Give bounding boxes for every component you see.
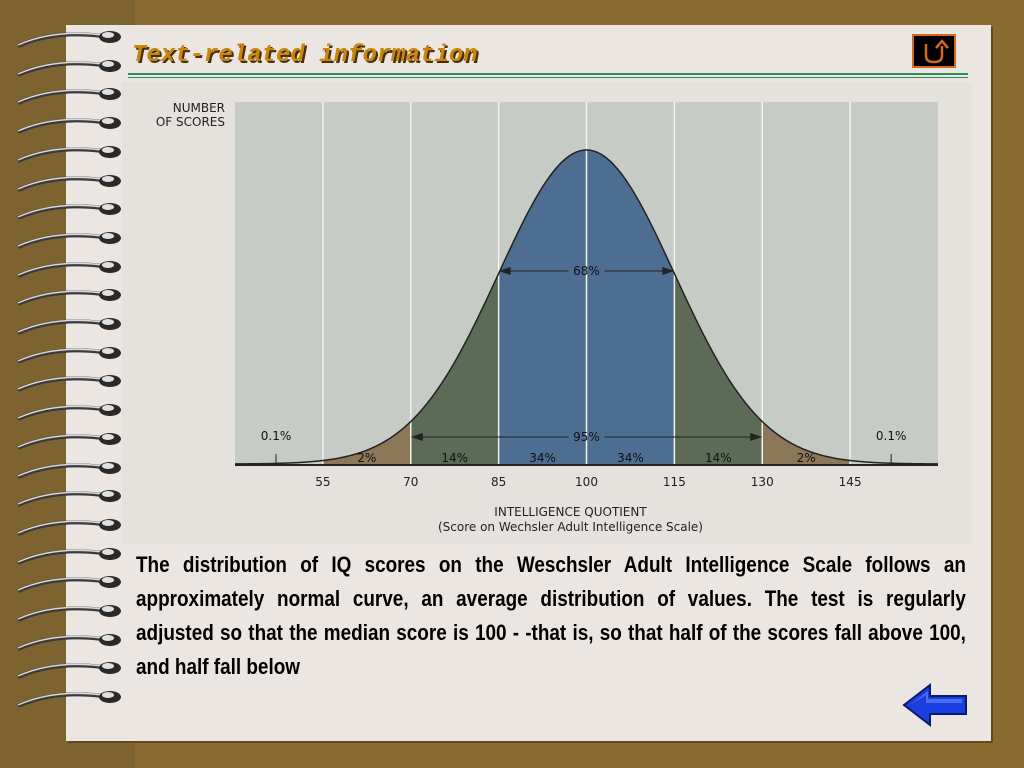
x-tick-label: 55 [315,475,330,489]
page-title: Text-related information [132,42,478,69]
spiral-ring [14,631,134,655]
x-tick-label: 115 [663,475,686,489]
tail-label: 0.1% [876,429,907,443]
bracket-label: 95% [573,430,600,444]
x-tick-label: 100 [575,475,598,489]
title-rule [128,73,968,75]
x-axis-title: INTELLIGENCE QUOTIENT [494,505,647,519]
segment-label: 2% [797,451,816,465]
spiral-ring [14,573,134,597]
y-axis-title: OF SCORES [156,115,225,129]
segment-label: 14% [441,451,468,465]
spiral-ring [14,315,134,339]
bracket-arrow [498,267,511,275]
spiral-ring [14,516,134,540]
spiral-ring [14,85,134,109]
spiral-ring [14,344,134,368]
distribution-area [322,421,411,464]
x-tick-label: 130 [751,475,774,489]
spiral-ring [14,487,134,511]
segment-label: 14% [705,451,732,465]
spiral-ring [14,430,134,454]
x-axis-subtitle: (Score on Wechsler Adult Intelligence Sc… [438,520,703,534]
return-arrow-icon [924,39,949,64]
x-tick-label: 70 [403,475,418,489]
segment-label: 34% [529,451,556,465]
spiral-ring [14,172,134,196]
x-tick-label: 85 [491,475,506,489]
spiral-ring [14,57,134,81]
spiral-ring [14,286,134,310]
spiral-ring [14,258,134,282]
spiral-ring [14,229,134,253]
y-axis-title: NUMBER [173,101,225,115]
tail-label: 0.1% [261,429,292,443]
spiral-ring [14,602,134,626]
left-arrow-icon [902,682,967,728]
segment-label: 2% [357,451,376,465]
caption-text: The distribution of IQ scores on the Wes… [136,552,966,679]
spiral-ring [14,459,134,483]
chart-panel: 68% 95% 2% 14% 34% 34% 14% 2% 0.1% 0.1% 55 70 85 100… [122,82,972,544]
spiral-ring [14,143,134,167]
x-tick-label: 145 [839,475,862,489]
segment-label: 34% [617,451,644,465]
distribution-area [762,421,851,464]
bracket-arrow [410,433,423,441]
spiral-ring [14,659,134,683]
home-button[interactable] [912,34,956,68]
iq-distribution-chart: 68% 95% 2% 14% 34% 34% 14% 2% 0.1% 0.1% 55 70 85 100… [156,101,938,534]
title-rule-thin [128,77,968,78]
spiral-ring [14,688,134,712]
bracket-label: 68% [573,264,600,278]
spiral-ring [14,200,134,224]
spiral-ring [14,372,134,396]
distribution-curve [235,149,938,465]
back-button[interactable] [900,680,970,730]
bracket-arrow [750,433,763,441]
bracket-arrow [662,267,675,275]
spiral-ring [14,401,134,425]
spiral-ring [14,545,134,569]
spiral-ring [14,28,134,52]
spiral-ring [14,114,134,138]
